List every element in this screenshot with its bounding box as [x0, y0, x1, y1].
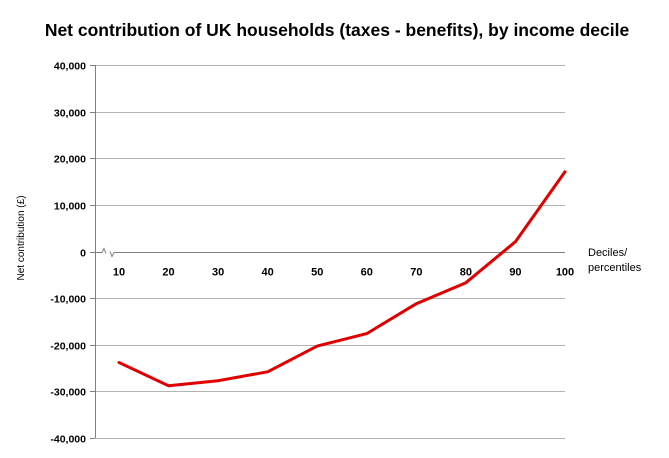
y-tick-label: -20,000 [50, 341, 86, 353]
x-tick-label: 10 [113, 267, 125, 279]
x-axis-label: Deciles/ percentiles [588, 247, 642, 274]
x-tick-label: 20 [162, 267, 174, 279]
x-tick-label: 100 [556, 267, 574, 279]
chart-title: Net contribution of UK households (taxes… [45, 20, 630, 40]
x-axis-tick-labels: 10 20 30 40 50 60 70 80 90 100 [113, 267, 574, 279]
series-line [117, 170, 567, 388]
y-axis-label: Net contribution (£) [16, 195, 27, 280]
x-tick-label: 50 [311, 267, 323, 279]
y-axis-tick-labels: 40,000 30,000 20,000 10,000 0 -10,000 -20,000 -… [50, 61, 86, 446]
x-tick-label: 60 [361, 267, 373, 279]
y-tick-label: 40,000 [54, 61, 86, 73]
x-tick-label: 70 [410, 267, 422, 279]
gridlines [95, 65, 565, 439]
y-tick-label: 30,000 [54, 108, 86, 120]
x-tick-label: 30 [212, 267, 224, 279]
series-layer [117, 170, 567, 388]
axis-break-mark [101, 247, 115, 258]
x-axis-label-line-1: Deciles/ [588, 247, 628, 259]
y-tick-label: 0 [80, 248, 86, 260]
x-axis-label-line-2: percentiles [588, 262, 642, 274]
y-tick-label: 20,000 [54, 154, 86, 166]
axes [90, 65, 565, 439]
x-tick-label: 80 [460, 267, 472, 279]
x-tick-label: 90 [509, 267, 521, 279]
y-tick-label: -40,000 [50, 434, 86, 446]
x-tick-label: 40 [262, 267, 274, 279]
y-tick-label: -10,000 [50, 294, 86, 306]
y-tick-label: 10,000 [54, 201, 86, 213]
y-tick-label: -30,000 [50, 387, 86, 399]
